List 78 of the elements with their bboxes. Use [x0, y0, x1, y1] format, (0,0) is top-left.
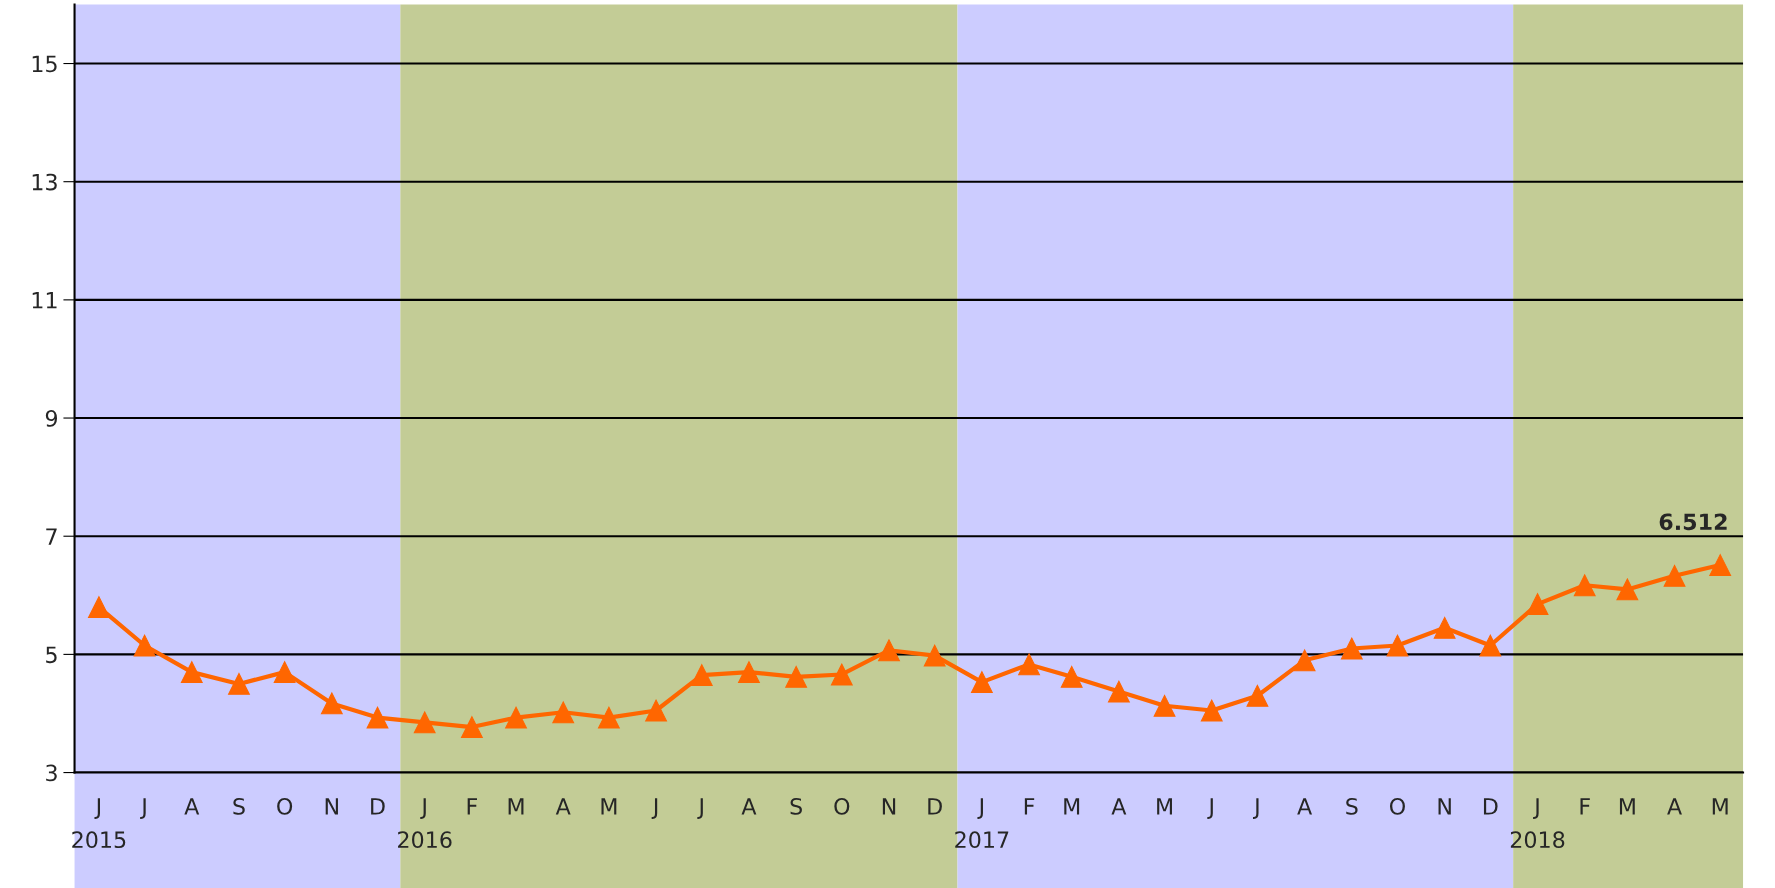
point [1663, 564, 1686, 587]
x-tick-label: S [790, 797, 802, 815]
point [878, 639, 900, 662]
x-tick-label: J [1207, 798, 1213, 819]
point [970, 671, 993, 694]
x-tick-label: M [1064, 798, 1080, 815]
point [597, 706, 620, 729]
point [1616, 578, 1639, 601]
point [1200, 699, 1223, 722]
point [1709, 554, 1732, 576]
x-tick-label: F [467, 798, 477, 815]
point [1060, 665, 1083, 688]
point [1479, 634, 1502, 657]
x-tick-label: J 2017 [955, 798, 1009, 849]
point [1107, 680, 1130, 703]
point [785, 665, 808, 688]
x-tick-label: F [1580, 798, 1590, 815]
point [1246, 684, 1269, 707]
point [690, 664, 713, 686]
x-tick-label: A [555, 798, 571, 815]
x-tick-label: N [882, 798, 896, 815]
point [1573, 574, 1596, 597]
point [87, 596, 110, 619]
point [1526, 593, 1549, 616]
x-tick-label: D [928, 798, 942, 815]
x-tick-label: D [1483, 798, 1498, 815]
x-tick-label: J [1252, 798, 1259, 819]
x-tick-label: D [371, 798, 385, 815]
point [1433, 616, 1456, 639]
point [505, 706, 527, 729]
point [228, 672, 250, 695]
x-tick-label: J [140, 798, 146, 819]
point [1153, 694, 1176, 717]
x-tick-label: A [184, 798, 200, 815]
x-tick-label: F [1024, 798, 1035, 815]
x-tick-label: M [1619, 798, 1635, 815]
point [645, 699, 668, 722]
point [133, 634, 156, 657]
point [1386, 634, 1409, 657]
x-tick-label: O [1389, 797, 1405, 815]
x-tick-label: J [697, 798, 703, 819]
y-tick-label: 9 [45, 409, 58, 427]
point [180, 661, 203, 684]
y-tick-label: 13 [32, 173, 57, 191]
x-tick-label: S [233, 797, 245, 815]
x-tick-label: N [325, 798, 338, 815]
x-tick-label: M [1712, 798, 1728, 815]
point [738, 661, 760, 684]
point [1340, 637, 1363, 660]
point [413, 711, 436, 734]
point [923, 644, 946, 667]
point [552, 701, 575, 724]
point [273, 661, 296, 684]
x-tick-label: A [1111, 798, 1127, 815]
point [320, 692, 343, 715]
point [1293, 649, 1316, 672]
x-tick-label: O [277, 797, 293, 815]
x-tick-label: A [741, 798, 757, 815]
point [366, 706, 389, 729]
y-tick-label: 5 [46, 646, 57, 664]
x-tick-label: M [508, 798, 524, 815]
x-tick-label: A [1297, 798, 1313, 815]
point [1018, 653, 1040, 676]
x-tick-label: S [1346, 797, 1358, 815]
x-tick-label: N [1438, 798, 1451, 815]
x-tick-label: O [834, 797, 850, 815]
x-tick-label: J [651, 798, 658, 819]
x-tick-label: A [1667, 798, 1682, 815]
data-label: 6.512 [1659, 513, 1727, 531]
x-tick-label: M [1157, 798, 1172, 815]
y-tick-label: 11 [32, 292, 57, 309]
x-tick-label: J 2015 [72, 798, 126, 849]
point [460, 716, 483, 738]
point [830, 663, 853, 686]
y-tick-label: 15 [32, 55, 57, 73]
y-tick-label: 3 [46, 764, 57, 782]
x-tick-label: M [601, 798, 617, 815]
y-tick-label: 7 [46, 528, 57, 545]
